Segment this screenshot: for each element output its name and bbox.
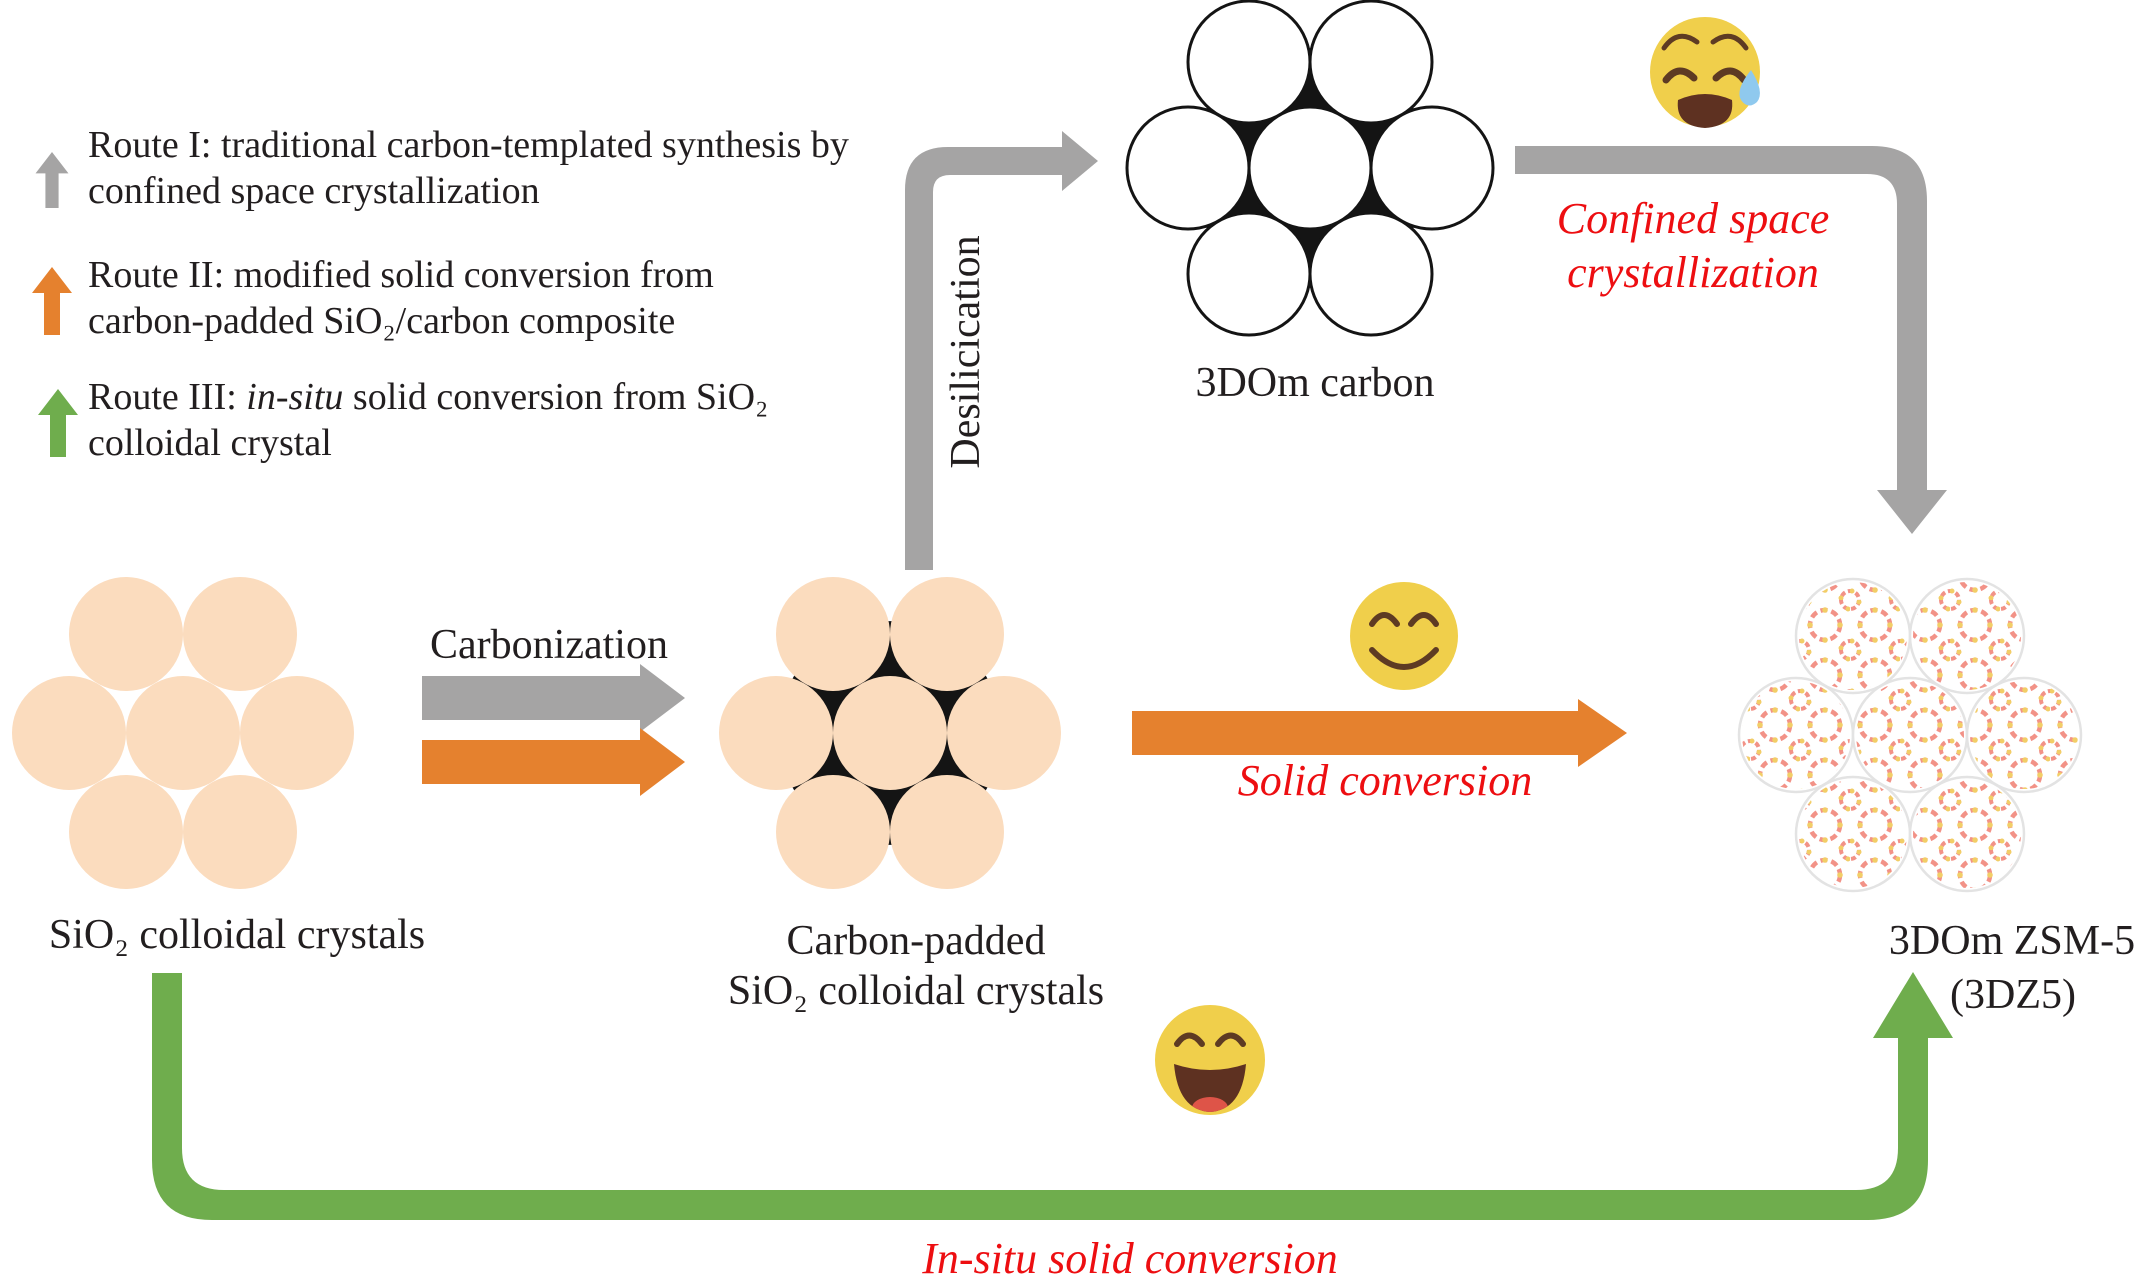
legend-route3-line1: Route III: in-situ solid conversion from… xyxy=(88,374,768,420)
carbon-padded-label-line1: Carbon-padded xyxy=(786,918,1046,964)
route3-up-arrow-icon xyxy=(38,389,78,457)
crying-face-emoji xyxy=(1650,17,1760,128)
desilicication-label: Desilicication xyxy=(943,235,989,469)
carbonization-orange-arrow xyxy=(422,728,685,796)
solid-conversion-arrow xyxy=(1132,699,1627,767)
route2-up-arrow-icon xyxy=(32,267,72,335)
zsm5-label-line1: 3DOm ZSM-5 xyxy=(1888,918,2136,964)
carbon-padded-label-line2: SiO₂ colloidal crystals xyxy=(727,968,1105,1014)
legend-route3-prefix: Route III: xyxy=(88,376,247,418)
carbonization-gray-arrow xyxy=(422,664,685,732)
dom-carbon-cluster xyxy=(1125,0,1495,337)
legend-route3-italic: in-situ xyxy=(246,376,344,418)
in-situ-route-arrow xyxy=(152,972,1953,1220)
route1-up-arrow-icon xyxy=(35,152,69,208)
legend-route1: Route I: traditional carbon-templated sy… xyxy=(88,122,849,214)
legend-route3: Route III: in-situ solid conversion from… xyxy=(88,374,768,466)
carbonization-label: Carbonization xyxy=(430,622,668,668)
confined-space-label-line1: Confined space xyxy=(1556,194,1830,243)
solid-conversion-label: Solid conversion xyxy=(1237,756,1533,805)
confined-space-label-line2: crystallization xyxy=(1567,248,1819,297)
legend-route2: Route II: modified solid conversion from… xyxy=(88,252,714,344)
legend-route2-line2: carbon-padded SiO₂/carbon composite xyxy=(88,300,676,342)
legend-route2-line1: Route II: modified solid conversion from xyxy=(88,254,714,296)
sio2-label: SiO₂ colloidal crystals xyxy=(48,912,426,958)
tear-drop xyxy=(1739,70,1760,106)
confined-space-arrow xyxy=(1515,146,1947,534)
desilicication-arrow xyxy=(905,131,1098,570)
in-situ-label: In-situ solid conversion xyxy=(922,1234,1338,1283)
grinning-face-emoji xyxy=(1155,1005,1265,1115)
sio2-colloidal-crystals-cluster xyxy=(12,577,354,889)
legend-route3-suffix: solid conversion from SiO₂ xyxy=(343,376,769,418)
legend-route3-line2: colloidal crystal xyxy=(88,422,332,464)
legend-route1-line1: Route I: traditional carbon-templated sy… xyxy=(88,124,849,166)
slightly-smiling-face-emoji xyxy=(1350,582,1458,690)
zsm5-cluster xyxy=(1737,577,2083,893)
carbon-padded-cluster xyxy=(719,577,1061,889)
dom-carbon-label: 3DOm carbon xyxy=(1195,360,1435,406)
legend-route1-line2: confined space crystallization xyxy=(88,170,540,212)
zsm5-label-line2: (3DZ5) xyxy=(1950,972,2076,1018)
